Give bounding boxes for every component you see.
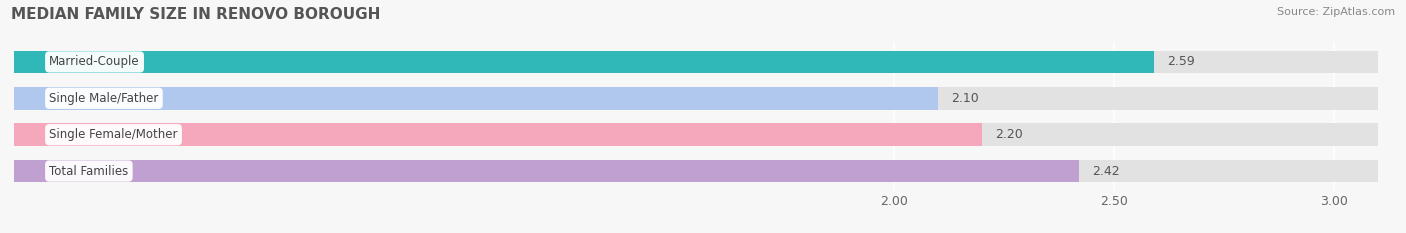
Bar [14, 51, 1378, 73]
Text: Married-Couple: Married-Couple [49, 55, 139, 69]
Bar [14, 87, 1378, 110]
Bar [14, 160, 1378, 182]
Text: 2.10: 2.10 [950, 92, 979, 105]
Text: Total Families: Total Families [49, 164, 128, 178]
Bar [14, 87, 938, 110]
Text: Single Female/Mother: Single Female/Mother [49, 128, 177, 141]
Text: MEDIAN FAMILY SIZE IN RENOVO BOROUGH: MEDIAN FAMILY SIZE IN RENOVO BOROUGH [11, 7, 381, 22]
Bar [14, 51, 1153, 73]
Bar [14, 123, 981, 146]
Text: Source: ZipAtlas.com: Source: ZipAtlas.com [1277, 7, 1395, 17]
Bar [14, 123, 1378, 146]
Text: 2.20: 2.20 [995, 128, 1024, 141]
Text: 2.59: 2.59 [1167, 55, 1195, 69]
Bar [14, 160, 1078, 182]
Text: 2.42: 2.42 [1092, 164, 1119, 178]
Text: Single Male/Father: Single Male/Father [49, 92, 159, 105]
